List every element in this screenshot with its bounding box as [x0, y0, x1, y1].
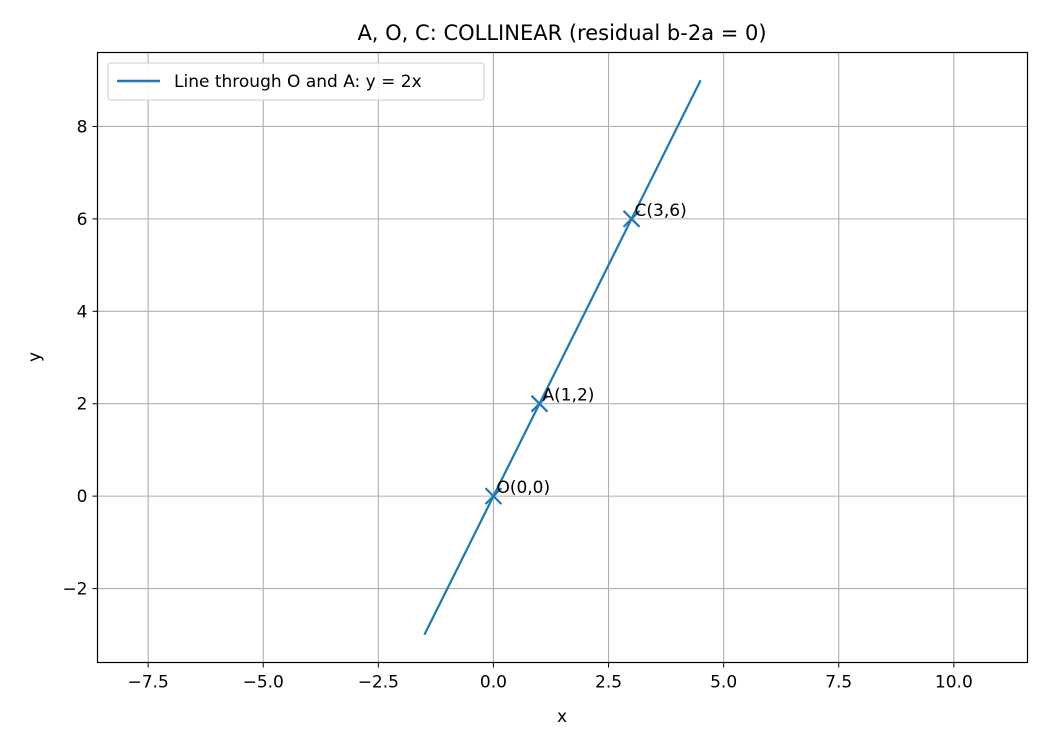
- y-axis-ticks: −2 0 2 4 6 8: [62, 117, 98, 600]
- x-tick-label: 5.0: [710, 673, 737, 693]
- legend-box: [107, 62, 485, 101]
- x-tick-label: 0.0: [480, 673, 507, 693]
- y-tick-label: 4: [77, 302, 88, 322]
- series-line: [423, 79, 702, 636]
- point-label: A(1,2): [542, 386, 594, 406]
- y-axis-label: y: [25, 352, 45, 362]
- x-tick-label: −7.5: [128, 673, 169, 693]
- y-tick-label: 0: [77, 487, 88, 507]
- y-tick-label: 2: [77, 395, 88, 415]
- marker-stroke: [530, 394, 549, 413]
- point-marker: [622, 210, 641, 228]
- x-axis-label: x: [557, 707, 567, 727]
- x-tick-label: 2.5: [595, 673, 622, 693]
- y-tick-label: −2: [62, 580, 87, 600]
- point-label: C(3,6): [635, 201, 687, 221]
- x-axis-ticks: −7.5 −5.0 −2.5 0.0 2.5 5.0 7.5 10.0: [128, 662, 973, 693]
- legend: Line through O and A: y = 2x: [107, 62, 485, 101]
- plot-area: O(0,0) A(1,2) C(3,6): [423, 79, 702, 636]
- marker-stroke: [484, 487, 503, 505]
- y-tick-label: 6: [77, 210, 88, 230]
- x-tick-label: 10.0: [935, 673, 973, 693]
- legend-entry-label: Line through O and A: y = 2x: [174, 72, 422, 92]
- x-tick-label: 7.5: [825, 673, 852, 693]
- chart-title: A, O, C: COLLINEAR (residual b-2a = 0): [357, 21, 766, 45]
- x-tick-label: −2.5: [358, 673, 399, 693]
- marker-stroke: [622, 210, 641, 228]
- x-tick-label: −5.0: [243, 673, 284, 693]
- axes-frame: [96, 51, 1029, 664]
- point-label: O(0,0): [496, 478, 550, 498]
- point-marker: [484, 487, 503, 505]
- grid-lines: [97, 52, 1028, 663]
- point-marker: [530, 394, 549, 413]
- y-tick-label: 8: [77, 117, 88, 137]
